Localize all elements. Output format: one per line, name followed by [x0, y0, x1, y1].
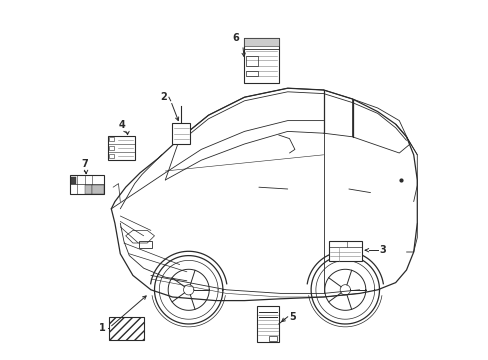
Bar: [85, 184, 92, 194]
Bar: [245, 71, 257, 76]
Bar: [109, 317, 143, 340]
Text: 2: 2: [160, 92, 167, 102]
Bar: [108, 145, 113, 150]
Bar: [244, 38, 278, 83]
Text: 1: 1: [99, 323, 106, 333]
Text: 3: 3: [379, 245, 386, 255]
Bar: [107, 136, 134, 160]
Bar: [268, 336, 277, 341]
Text: 6: 6: [232, 33, 239, 43]
Bar: [245, 56, 257, 66]
Text: 5: 5: [289, 312, 296, 322]
Text: 4: 4: [119, 120, 125, 130]
Bar: [108, 138, 113, 141]
Bar: [139, 241, 151, 248]
Text: 7: 7: [81, 159, 87, 169]
Bar: [108, 154, 113, 158]
Bar: [92, 184, 104, 194]
Bar: [244, 38, 278, 46]
Bar: [70, 175, 104, 194]
Bar: [328, 241, 361, 261]
Bar: [257, 306, 278, 342]
Bar: [71, 176, 76, 184]
Bar: [172, 123, 190, 144]
